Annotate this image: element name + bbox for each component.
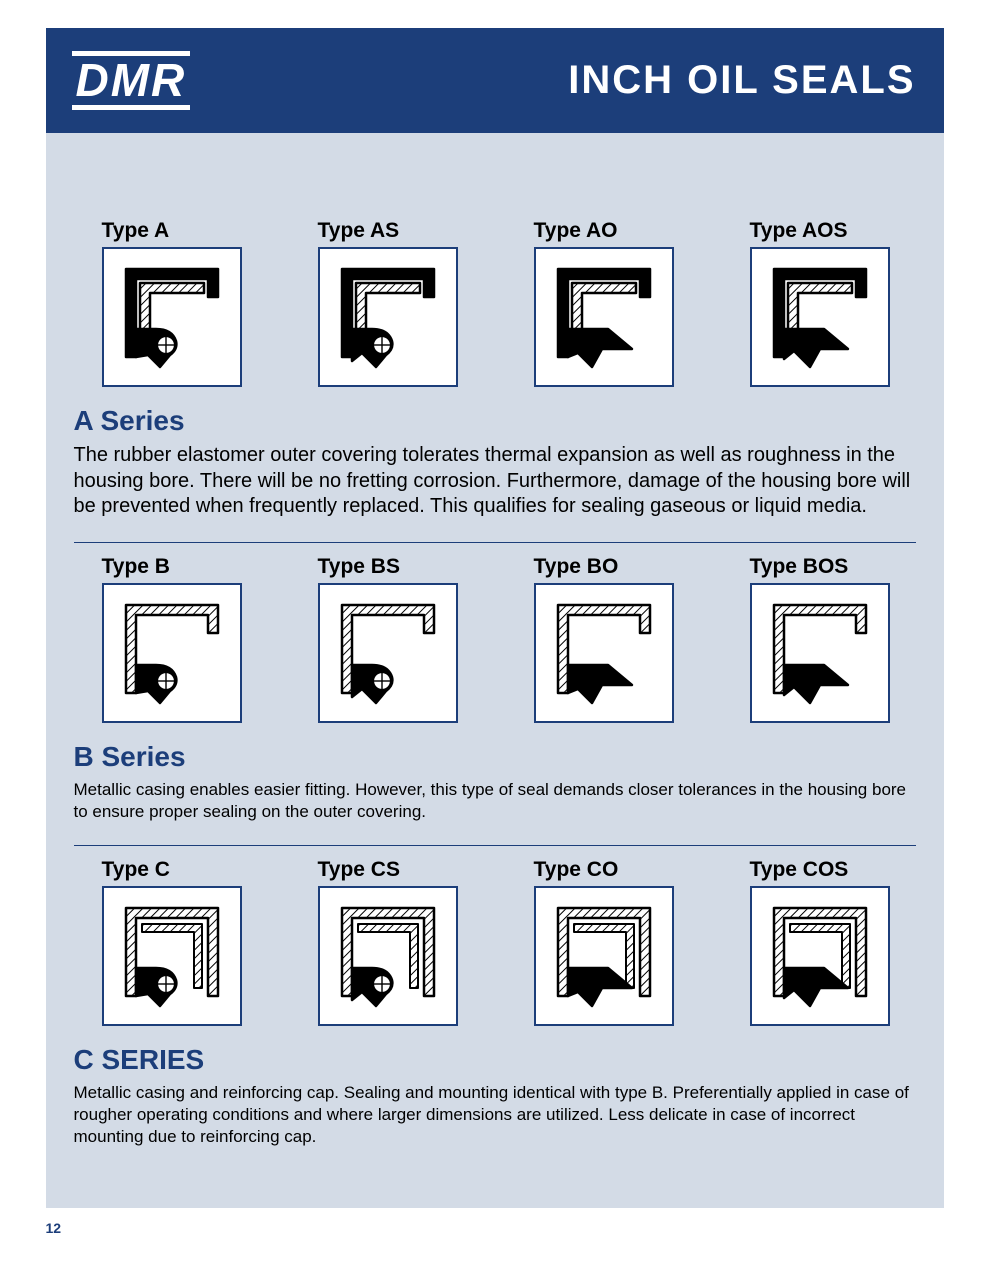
seal-diagram [318,583,458,723]
series-description: Metallic casing and reinforcing cap. Sea… [74,1082,916,1148]
seal-type-label: Type BOS [750,555,890,579]
seal-type-label: Type AOS [750,219,890,243]
seal-diagram [750,583,890,723]
seal-diagram [534,247,674,387]
seal-diagram [534,886,674,1026]
seal-type-label: Type CO [534,858,674,882]
seal-diagram [102,247,242,387]
seal-cell: Type BO [534,555,674,723]
seal-type-label: Type BO [534,555,674,579]
seal-cell: Type C [102,858,242,1026]
seal-cell: Type AS [318,219,458,387]
page-title: INCH OIL SEALS [568,58,915,103]
seal-cell: Type COS [750,858,890,1026]
seal-cell: Type AO [534,219,674,387]
seal-type-label: Type COS [750,858,890,882]
series-title: C SERIES [74,1044,916,1076]
series-title: B Series [74,741,916,773]
page-number: 12 [46,1220,62,1236]
seal-diagram [318,247,458,387]
header-bar: DMR INCH OIL SEALS [46,28,944,133]
seal-cell: Type CS [318,858,458,1026]
divider [74,542,916,543]
seal-diagram [750,886,890,1026]
seal-diagram [102,886,242,1026]
seal-type-label: Type CS [318,858,458,882]
series-description: The rubber elastomer outer covering tole… [74,443,916,520]
logo-text: DMR [72,51,191,109]
seal-cell: Type BOS [750,555,890,723]
logo: DMR [72,51,191,109]
seal-type-label: Type A [102,219,242,243]
seal-cell: Type BS [318,555,458,723]
seal-type-label: Type B [102,555,242,579]
divider [74,845,916,846]
seal-type-label: Type BS [318,555,458,579]
seal-type-label: Type C [102,858,242,882]
seal-type-label: Type AS [318,219,458,243]
seal-cell: Type B [102,555,242,723]
content-area: Type A Type AS Type AO Type AOS A Series The … [46,133,944,1148]
seal-diagram [750,247,890,387]
catalog-page: DMR INCH OIL SEALS Type AType ASType AOT… [46,28,944,1208]
seal-cell: Type A [102,219,242,387]
seal-diagram [534,583,674,723]
seal-row: Type A Type AS Type AO Type AOS [74,219,916,387]
seal-row: Type B Type BS Type BO Type BOS [74,555,916,723]
series-title: A Series [74,405,916,437]
seal-cell: Type AOS [750,219,890,387]
seal-type-label: Type AO [534,219,674,243]
seal-diagram [318,886,458,1026]
seal-row: Type C Type CS Type CO Type COS [74,858,916,1026]
seal-diagram [102,583,242,723]
seal-cell: Type CO [534,858,674,1026]
series-description: Metallic casing enables easier fitting. … [74,779,916,823]
